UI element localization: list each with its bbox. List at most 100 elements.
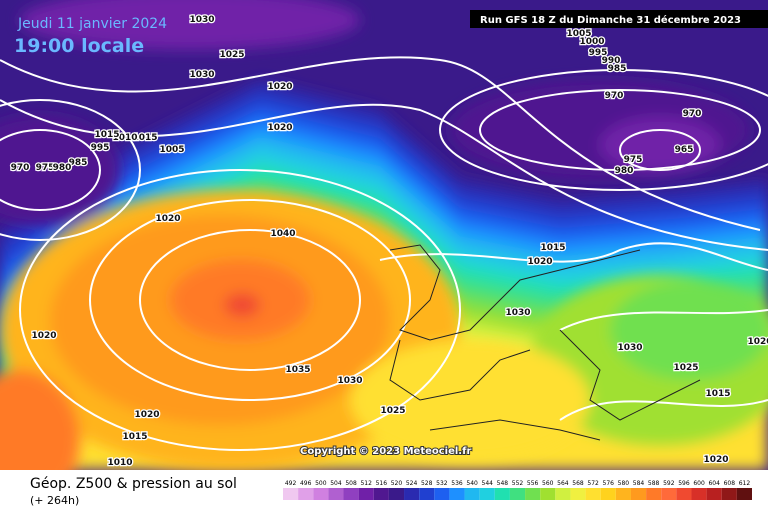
- legend-level: 572: [587, 480, 599, 487]
- legend-level: 556: [527, 480, 539, 487]
- isobar-label: 1020: [747, 337, 768, 347]
- legend-swatch: [464, 488, 480, 500]
- legend-swatch: [525, 488, 541, 500]
- copyright: Copyright © 2023 Meteociel.fr: [300, 446, 471, 457]
- isobar-label: 995: [91, 143, 110, 153]
- legend-level: 508: [345, 480, 357, 487]
- isobar-label: 1015: [122, 432, 147, 442]
- isobar-label: 1025: [380, 406, 405, 416]
- legend-level: 608: [724, 480, 736, 487]
- isobar-label: 1020: [155, 214, 180, 224]
- isobar-lines: [0, 56, 768, 451]
- legend-level: 496: [300, 480, 312, 487]
- isobar-label: 1020: [703, 455, 728, 465]
- legend-level: 540: [466, 480, 478, 487]
- legend-swatch: [615, 488, 631, 500]
- legend-level: 568: [572, 480, 584, 487]
- legend-swatch: [676, 488, 692, 500]
- isobar-label: 1025: [673, 363, 698, 373]
- legend-swatch: [736, 488, 752, 500]
- legend-swatch: [298, 488, 314, 500]
- isobar-label: 965: [675, 145, 694, 155]
- legend-swatch: [555, 488, 571, 500]
- isobar-label: 1015: [540, 243, 565, 253]
- isobar-label: 1030: [505, 308, 530, 318]
- isobar-label: 1030: [189, 15, 214, 25]
- isobar-label: 985: [69, 158, 88, 168]
- legend-swatch: [358, 488, 374, 500]
- legend-swatch: [585, 488, 601, 500]
- isobar-label: 1025: [219, 50, 244, 60]
- isobar-label: 1010: [112, 133, 137, 143]
- isobar-label: 1000: [579, 37, 604, 47]
- legend-swatch: [328, 488, 344, 500]
- isobar-label: 1040: [270, 229, 295, 239]
- legend-level: 564: [557, 480, 569, 487]
- legend-level: 492: [285, 480, 297, 487]
- isobar-label: 1035: [285, 365, 310, 375]
- isobar-label: 1020: [31, 331, 56, 341]
- legend-swatch: [434, 488, 450, 500]
- isobar-label: 1030: [189, 70, 214, 80]
- legend-level: 592: [663, 480, 675, 487]
- legend-swatch: [661, 488, 677, 500]
- isobar-label: 1020: [267, 82, 292, 92]
- legend-swatch: [721, 488, 737, 500]
- legend-level: 516: [376, 480, 388, 487]
- time: 19:00 locale: [14, 35, 144, 57]
- legend-level: 512: [360, 480, 372, 487]
- legend-level: 600: [693, 480, 705, 487]
- legend-scale: 492 496 500 504 508 512 516 520 524 528 532 536 540 5…: [283, 480, 752, 500]
- legend-level: 524: [406, 480, 418, 487]
- isobar-label: 975: [624, 155, 643, 165]
- legend-lead: (+ 264h): [30, 494, 79, 507]
- legend-swatch: [646, 488, 662, 500]
- legend-level: 528: [421, 480, 433, 487]
- isobar-label: 990: [602, 56, 621, 66]
- legend-swatch: [419, 488, 435, 500]
- isobar-label: 1020: [134, 410, 159, 420]
- isobar-label: 970: [11, 163, 30, 173]
- isobar-label: 1015: [94, 130, 119, 140]
- isobar-label: 1005: [566, 29, 591, 39]
- isobar-label: 970: [683, 109, 702, 119]
- legend-level: 596: [678, 480, 690, 487]
- isobar-label: 1015: [705, 389, 730, 399]
- legend-level: 588: [648, 480, 660, 487]
- legend-swatch: [540, 488, 556, 500]
- isobar-label: 1005: [159, 145, 184, 155]
- coastlines: [389, 244, 701, 441]
- legend-swatch: [404, 488, 420, 500]
- legend-level: 560: [542, 480, 554, 487]
- run: Run GFS 18 Z du Dimanche 31 décembre 202…: [480, 14, 741, 26]
- legend-level: 604: [708, 480, 720, 487]
- isobar-label: 975: [36, 163, 55, 173]
- legend-swatch: [570, 488, 586, 500]
- legend-swatch: [388, 488, 405, 500]
- legend-level: 612: [739, 480, 751, 487]
- legend-level: 532: [436, 480, 448, 487]
- run-box: [470, 10, 768, 28]
- legend-swatch: [283, 488, 299, 500]
- legend-level: 548: [497, 480, 509, 487]
- legend-level: 536: [451, 480, 463, 487]
- legend-swatch: [630, 488, 647, 500]
- legend-level: 520: [391, 480, 403, 487]
- legend-level: 552: [512, 480, 524, 487]
- isobar-label: 1030: [337, 376, 362, 386]
- legend-swatch: [343, 488, 359, 500]
- legend-swatch: [600, 488, 616, 500]
- date: Jeudi 11 janvier 2024: [17, 16, 167, 32]
- isobar-label: 1015: [132, 133, 157, 143]
- isobar-labels: 1030102510301020102010151010101510059959…: [9, 14, 768, 470]
- legend-level: 500: [315, 480, 327, 487]
- legend-swatch: [479, 488, 495, 500]
- legend-title: Géop. Z500 & pression au sol: [30, 476, 237, 492]
- isobar-label: 970: [605, 91, 624, 101]
- isobar-label: 1020: [267, 123, 292, 133]
- legend-swatch: [449, 488, 465, 500]
- isobar-label: 995: [589, 48, 608, 58]
